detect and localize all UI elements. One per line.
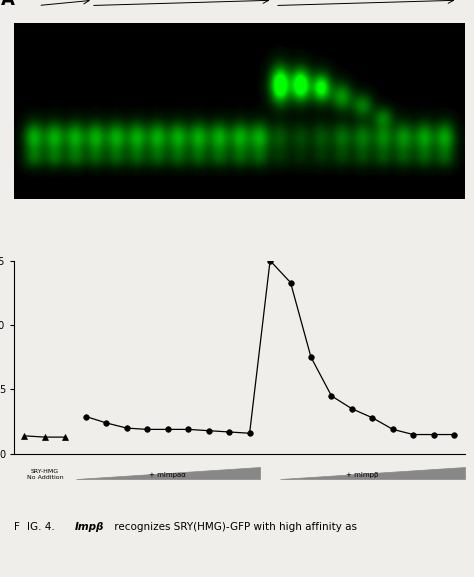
Text: A: A [1,0,15,9]
Polygon shape [76,467,260,479]
Text: SRY-HMG
No Addition: SRY-HMG No Addition [27,469,63,480]
Text: Impβ: Impβ [75,522,104,533]
Polygon shape [280,467,465,479]
Text: recognizes SRY(HMG)-GFP with high affinity as: recognizes SRY(HMG)-GFP with high affini… [111,522,357,533]
Text: + mImpβ: + mImpβ [346,472,378,478]
Text: IG. 4.: IG. 4. [27,522,61,533]
Text: F: F [14,522,20,533]
Text: + mImpaα: + mImpaα [149,472,186,478]
